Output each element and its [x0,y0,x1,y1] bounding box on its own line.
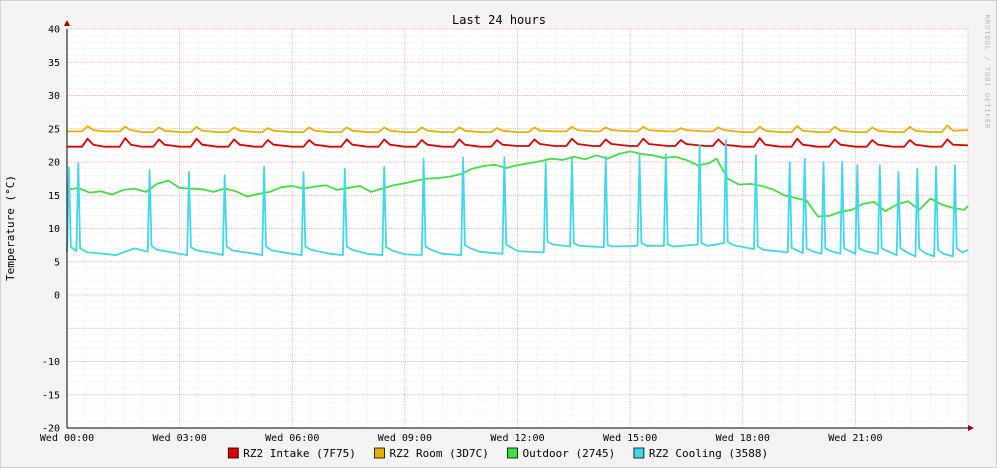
x-tick-label: Wed 21:00 [828,433,882,444]
x-tick-label: Wed 18:00 [716,433,770,444]
legend-swatch [633,447,645,459]
series-line [66,150,969,218]
y-tick-label: 0 [54,291,60,302]
y-tick-label: 5 [54,257,60,268]
x-tick-label: Wed 06:00 [265,433,319,444]
legend-swatch [227,447,239,459]
axes [64,20,974,431]
legend-label: RZ2 Intake (7F75) [243,447,356,460]
y-tick-label: 25 [48,124,60,135]
x-tick-label: Wed 09:00 [378,433,432,444]
y-axis-label: Temperature (°C) [4,175,17,281]
series-lines [66,124,969,258]
legend: RZ2 Intake (7F75) RZ2 Room (3D7C) Outdoor … [227,447,768,460]
chart-title: Last 24 hours [452,13,546,27]
legend-label: Outdoor (2745) [523,447,616,460]
series-line [66,139,969,258]
y-tick-label: 35 [48,58,60,69]
watermark-text: RRDTOOL / TOBI OETIKER [983,15,991,130]
y-tick-label: -15 [42,390,60,401]
legend-swatch [374,447,385,459]
y-tick-label: 30 [48,91,60,102]
legend-swatch [507,447,518,459]
y-axis-ticks: 40 35 30 25 20 15 10 5 0 -10 -15 -20 [42,25,60,435]
y-axis-arrow-icon [64,20,70,26]
y-tick-label: -20 [42,424,60,435]
y-tick-label: -10 [42,357,60,368]
x-axis-arrow-icon [968,425,974,431]
y-tick-label: 40 [48,25,60,36]
y-tick-label: 15 [48,191,60,202]
major-grid [66,28,969,429]
x-tick-label: Wed 00:00 [40,433,94,444]
series-line [67,137,969,148]
legend-label: RZ2 Room (3D7C) [390,447,489,460]
legend-label: RZ2 Cooling (3588) [649,447,768,460]
x-tick-label: Wed 03:00 [153,433,207,444]
y-tick-label: 10 [48,224,60,235]
series-line [67,124,969,134]
x-tick-label: Wed 12:00 [490,433,544,444]
x-tick-label: Wed 15:00 [603,433,657,444]
x-axis-ticks: Wed 00:00 Wed 03:00 Wed 06:00 Wed 09:00 Wed … [40,433,883,444]
y-tick-label: 20 [48,158,60,169]
